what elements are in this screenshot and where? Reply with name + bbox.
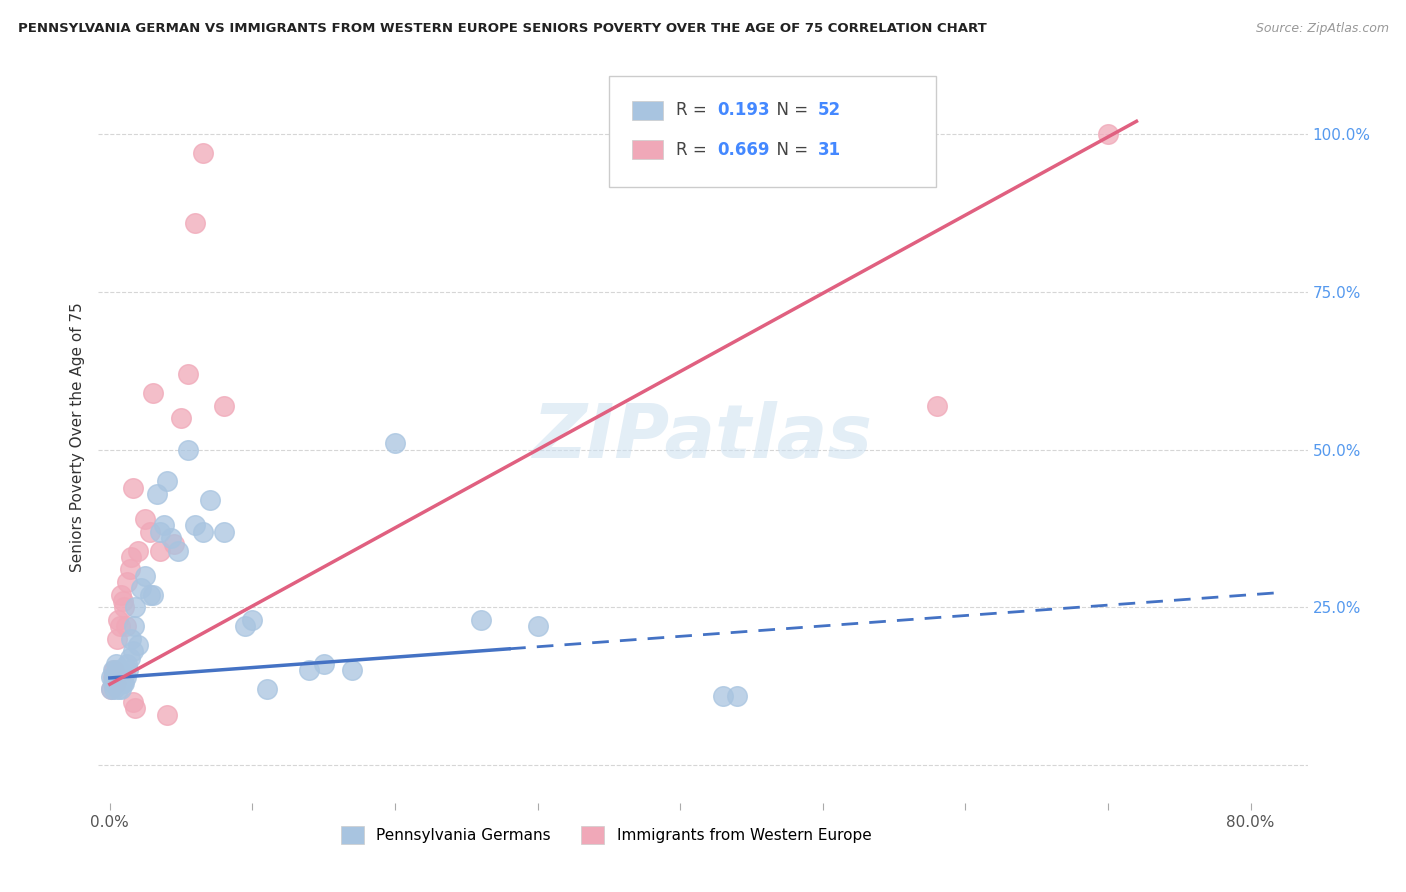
Point	[156, 474, 179, 488]
Point	[108, 664, 131, 678]
Point	[149, 524, 172, 539]
Point	[122, 619, 145, 633]
Point	[470, 613, 492, 627]
Point	[115, 657, 138, 671]
Point	[114, 619, 136, 633]
Point	[156, 707, 179, 722]
Point	[101, 676, 124, 690]
Point	[100, 670, 122, 684]
Point	[256, 682, 278, 697]
Point	[111, 594, 134, 608]
Point	[177, 367, 200, 381]
Text: 52: 52	[818, 101, 841, 120]
Text: PENNSYLVANIA GERMAN VS IMMIGRANTS FROM WESTERN EUROPE SENIORS POVERTY OVER THE A: PENNSYLVANIA GERMAN VS IMMIGRANTS FROM W…	[18, 22, 987, 36]
FancyBboxPatch shape	[631, 140, 664, 159]
Point	[108, 676, 131, 690]
FancyBboxPatch shape	[609, 77, 936, 187]
Point	[107, 613, 129, 627]
Point	[177, 442, 200, 457]
Point	[105, 632, 128, 646]
Point	[212, 524, 235, 539]
Point	[212, 399, 235, 413]
Point	[100, 682, 122, 697]
Point	[105, 664, 128, 678]
Point	[139, 588, 162, 602]
Point	[107, 670, 129, 684]
Point	[105, 676, 128, 690]
Point	[384, 436, 406, 450]
Point	[127, 638, 149, 652]
Text: 0.669: 0.669	[717, 141, 770, 159]
Point	[127, 543, 149, 558]
Point	[149, 543, 172, 558]
Text: N =: N =	[766, 101, 813, 120]
Text: R =: R =	[676, 141, 713, 159]
Point	[107, 682, 129, 697]
Point	[110, 588, 132, 602]
Point	[121, 695, 143, 709]
Point	[1097, 128, 1119, 142]
Point	[124, 600, 146, 615]
Point	[134, 569, 156, 583]
Point	[312, 657, 335, 671]
Point	[104, 676, 127, 690]
Point	[142, 588, 165, 602]
Point	[103, 664, 125, 678]
Point	[129, 582, 152, 596]
Point	[342, 664, 364, 678]
Point	[114, 670, 136, 684]
Text: N =: N =	[766, 141, 813, 159]
Point	[104, 657, 127, 671]
Point	[198, 493, 221, 508]
Point	[191, 524, 214, 539]
Point	[725, 689, 748, 703]
Point	[103, 670, 125, 684]
Point	[112, 676, 135, 690]
Text: 31: 31	[818, 141, 841, 159]
Point	[153, 518, 176, 533]
Point	[184, 518, 207, 533]
Point	[146, 487, 169, 501]
Point	[526, 619, 548, 633]
Point	[121, 644, 143, 658]
Text: ZIPatlas: ZIPatlas	[533, 401, 873, 474]
Point	[163, 537, 186, 551]
Point	[117, 664, 139, 678]
FancyBboxPatch shape	[631, 101, 664, 120]
Y-axis label: Seniors Poverty Over the Age of 75: Seniors Poverty Over the Age of 75	[69, 302, 84, 572]
Point	[925, 399, 948, 413]
Point	[298, 664, 321, 678]
Text: Source: ZipAtlas.com: Source: ZipAtlas.com	[1256, 22, 1389, 36]
Point	[170, 411, 193, 425]
Point	[142, 386, 165, 401]
Point	[100, 682, 122, 697]
Point	[103, 682, 125, 697]
Point	[242, 613, 264, 627]
Point	[120, 632, 142, 646]
Point	[184, 216, 207, 230]
Point	[191, 146, 214, 161]
Point	[124, 701, 146, 715]
Point	[118, 562, 141, 576]
Point	[160, 531, 183, 545]
Point	[104, 670, 127, 684]
Point	[110, 682, 132, 697]
Point	[711, 689, 734, 703]
Point	[139, 524, 162, 539]
Point	[121, 481, 143, 495]
Point	[101, 670, 124, 684]
Point	[101, 664, 124, 678]
Point	[233, 619, 256, 633]
Text: 0.193: 0.193	[717, 101, 770, 120]
Point	[112, 600, 135, 615]
Point	[118, 650, 141, 665]
Text: R =: R =	[676, 101, 713, 120]
Point	[108, 619, 131, 633]
Point	[134, 512, 156, 526]
Point	[111, 676, 134, 690]
Point	[115, 575, 138, 590]
Point	[120, 549, 142, 564]
Legend: Pennsylvania Germans, Immigrants from Western Europe: Pennsylvania Germans, Immigrants from We…	[335, 820, 877, 850]
Point	[167, 543, 190, 558]
